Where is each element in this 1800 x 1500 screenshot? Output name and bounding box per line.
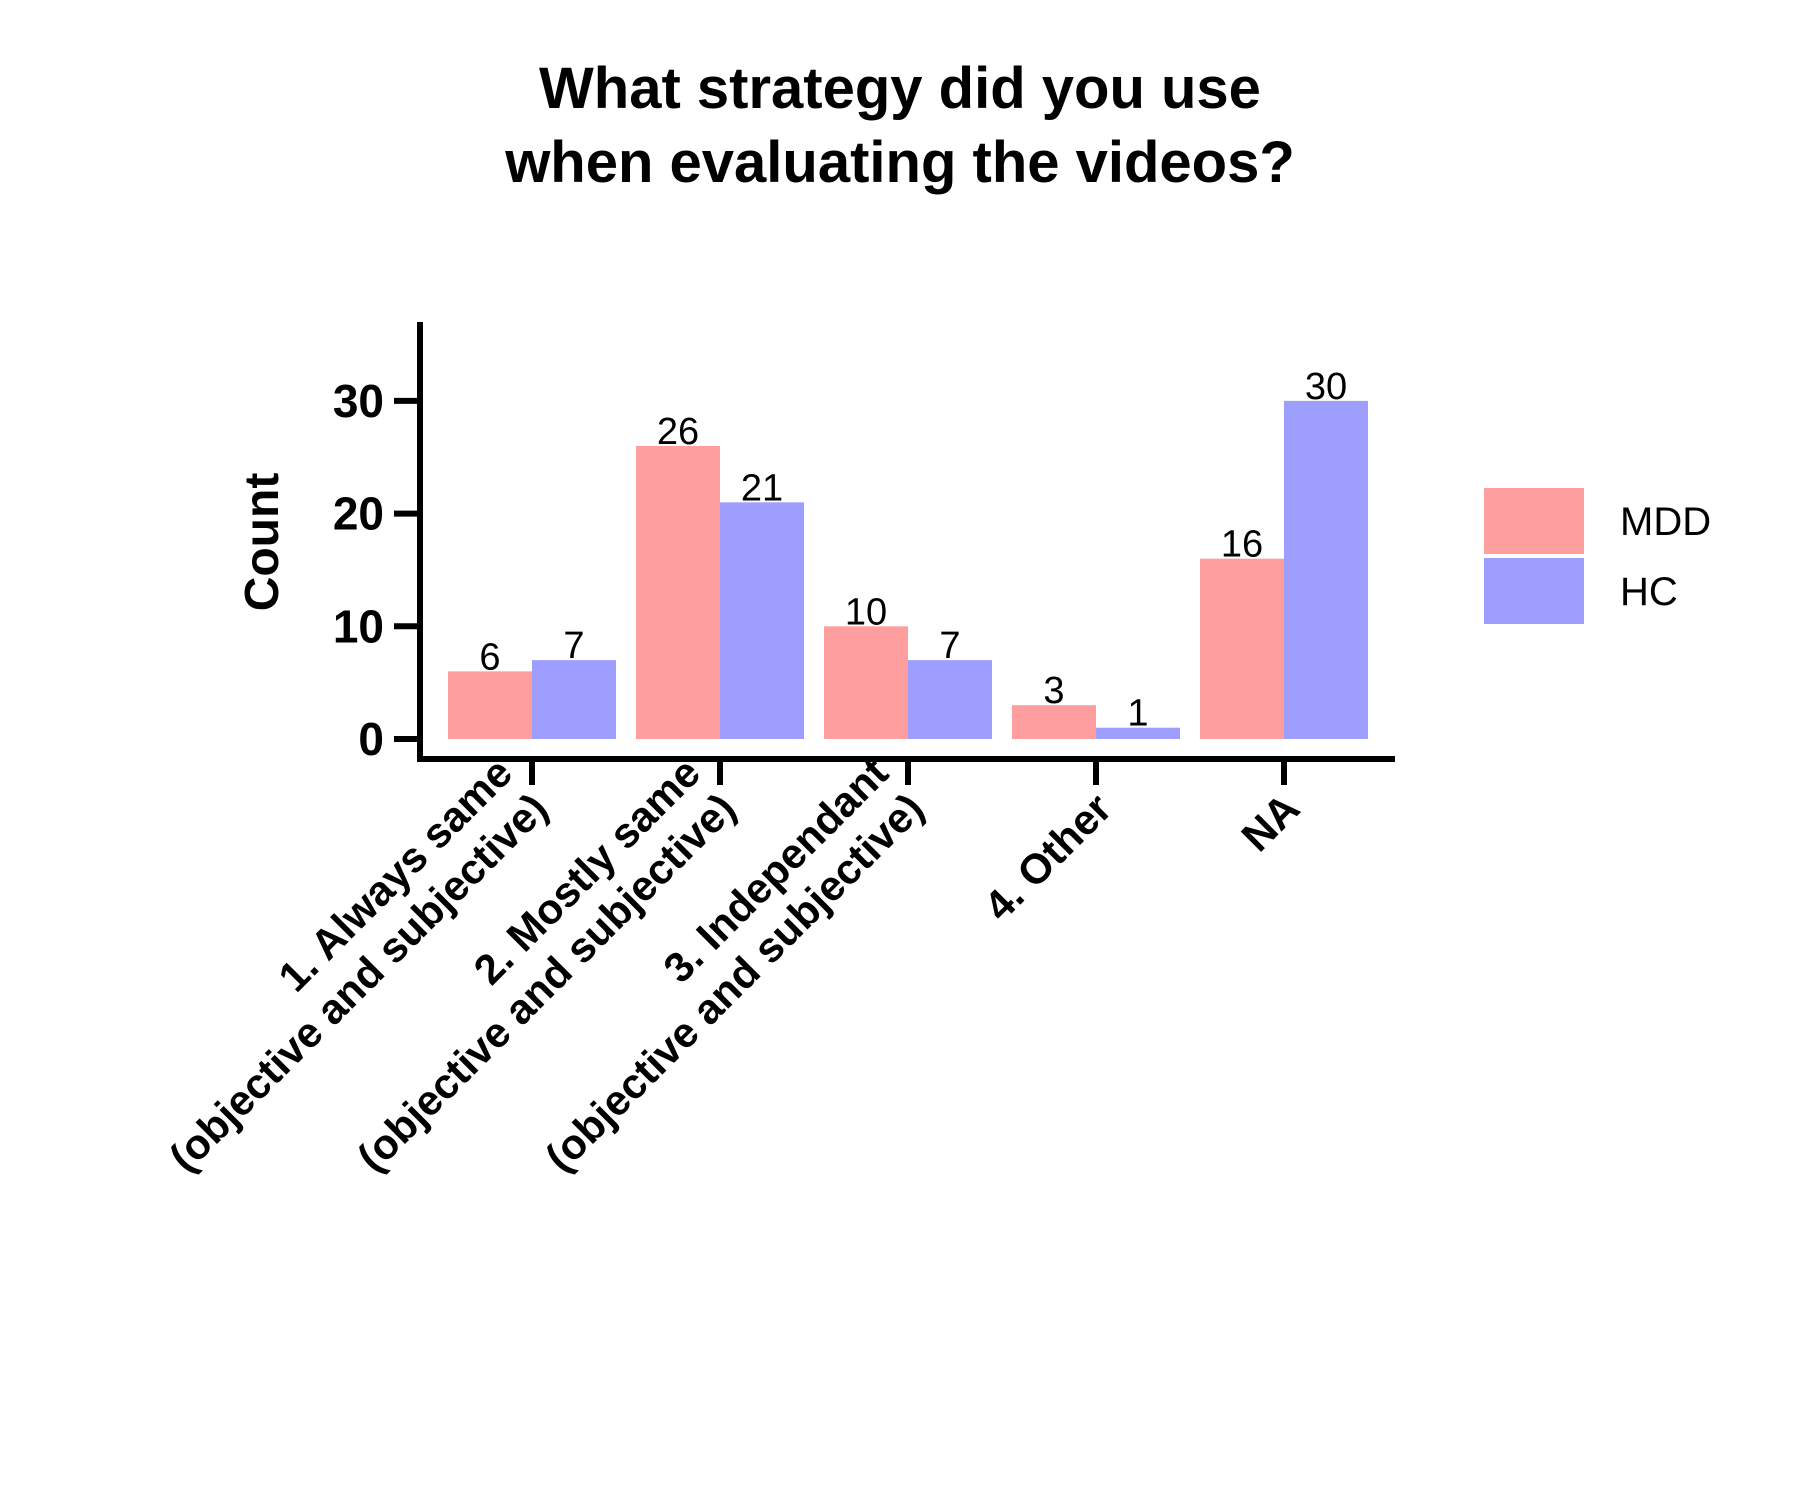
data-label-mdd-4: 16 [1221, 524, 1263, 566]
legend-swatch-hc [1484, 558, 1584, 624]
x-tick-label-line: NA [1232, 784, 1308, 860]
x-axis-ticks: 1. Always same(objective and subjective)… [160, 749, 1308, 1181]
bar-mdd-1 [636, 445, 720, 739]
y-tick-label: 30 [333, 375, 384, 427]
bar-hc-3 [1096, 727, 1180, 739]
y-axis-ticks: 0 10 20 30 [333, 375, 420, 765]
data-label-mdd-0: 6 [479, 636, 500, 678]
y-axis-label: Count [236, 473, 289, 612]
y-tick-label: 10 [333, 600, 384, 652]
bar-mdd-2 [824, 626, 908, 739]
y-tick-label: 0 [358, 713, 384, 765]
data-labels: 6 26 10 3 16 7 21 7 1 30 [479, 366, 1347, 735]
x-tick-label-4: NA [1232, 784, 1308, 860]
data-label-hc-4: 30 [1305, 366, 1347, 408]
bar-mdd-3 [1012, 705, 1096, 739]
bars [448, 400, 1368, 739]
x-tick-label-3: 4. Other [975, 784, 1120, 929]
bar-mdd-0 [448, 671, 532, 739]
bar-mdd-4 [1200, 558, 1284, 739]
bar-hc-0 [532, 660, 616, 739]
bar-hc-1 [720, 502, 804, 739]
legend-label-hc: HC [1620, 570, 1678, 614]
data-label-hc-2: 7 [939, 625, 960, 667]
x-tick-label-line: 4. Other [975, 784, 1120, 929]
bar-hc-2 [908, 660, 992, 739]
data-label-hc-3: 1 [1127, 693, 1148, 735]
bar-hc-4 [1284, 400, 1368, 739]
data-label-mdd-3: 3 [1043, 670, 1064, 712]
data-label-hc-0: 7 [563, 625, 584, 667]
y-tick-label: 20 [333, 488, 384, 540]
legend-swatch-mdd [1484, 488, 1584, 554]
chart-title: What strategy did you use when evaluatin… [504, 56, 1295, 195]
data-label-hc-1: 21 [741, 467, 783, 509]
legend: MDD HC [1484, 488, 1711, 624]
chart-title-line-1: What strategy did you use [539, 56, 1261, 121]
data-label-mdd-2: 10 [845, 591, 887, 633]
chart-title-line-2: when evaluating the videos? [504, 130, 1295, 195]
legend-label-mdd: MDD [1620, 500, 1711, 544]
data-label-mdd-1: 26 [657, 411, 699, 453]
